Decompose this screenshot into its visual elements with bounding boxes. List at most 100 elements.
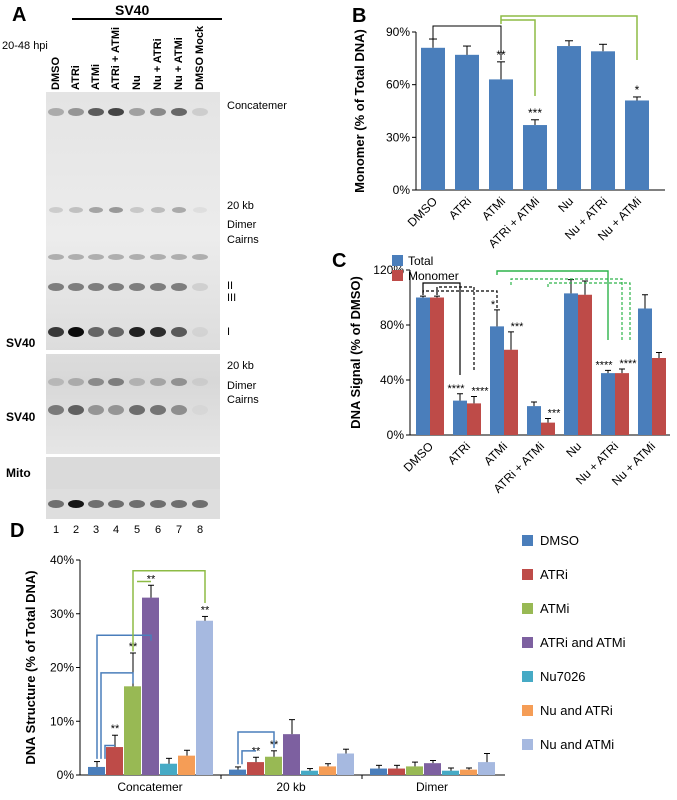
y-axis-label: DNA Signal (% of DMSO) xyxy=(348,276,363,429)
y-axis-label: Monomer (% of Total DNA) xyxy=(352,29,367,193)
bar xyxy=(247,762,264,775)
bar xyxy=(467,403,481,435)
x-tick-label: ATMi xyxy=(479,194,508,223)
mito-band xyxy=(129,500,145,508)
mito-band xyxy=(192,500,208,508)
mid-cairns-band xyxy=(192,405,208,415)
lane-label: DMSO Mock xyxy=(194,25,206,90)
bar xyxy=(489,79,513,190)
significance-label: *** xyxy=(511,321,525,333)
kb20-band xyxy=(109,207,123,213)
concatemer-band xyxy=(192,108,208,116)
legend-swatch xyxy=(392,255,403,266)
kb20-band xyxy=(193,207,207,213)
bar xyxy=(490,326,504,435)
mid-cairns-band xyxy=(88,405,104,415)
legend-label: ATRi xyxy=(540,567,568,582)
form-ii-band xyxy=(150,283,166,291)
significance-label: * xyxy=(491,299,496,311)
gel-mito-bands xyxy=(48,500,208,508)
mito-band xyxy=(68,500,84,508)
bar xyxy=(160,763,177,775)
significance-label: ** xyxy=(111,723,120,735)
significance-label: ** xyxy=(252,745,261,757)
bar xyxy=(142,597,159,775)
x-tick-label: DMSO xyxy=(405,194,440,229)
kb20-band xyxy=(172,207,186,213)
panel-b-letter: B xyxy=(352,5,366,27)
bar xyxy=(453,400,467,435)
bar xyxy=(229,769,246,775)
mid-20kb-band xyxy=(171,378,187,386)
y-tick-label: 20% xyxy=(50,661,74,675)
mid-cairns-band xyxy=(171,405,187,415)
bar xyxy=(430,297,444,435)
comparison-bracket xyxy=(104,744,115,759)
bar xyxy=(601,373,615,435)
y-tick-label: 0% xyxy=(387,428,405,442)
form-i-band xyxy=(129,327,145,337)
bar xyxy=(615,373,629,435)
gel-mito xyxy=(46,489,220,519)
y-tick-label: 30% xyxy=(386,130,410,144)
cairns-band xyxy=(150,254,166,260)
x-tick-label: Nu xyxy=(555,194,576,215)
concatemer-band xyxy=(171,108,187,116)
y-tick-label: 60% xyxy=(386,78,410,92)
legend-swatch xyxy=(522,637,533,648)
form-ii-band xyxy=(108,283,124,291)
form-ii-band xyxy=(192,283,208,291)
bar xyxy=(265,756,282,775)
significance-label: ** xyxy=(201,604,210,616)
form-i-band xyxy=(171,327,187,337)
bar xyxy=(541,422,555,435)
lane-label: ATRi xyxy=(70,65,82,90)
concatemer-band xyxy=(68,108,84,116)
band-label-cairns: Cairns xyxy=(227,234,259,246)
y-axis-label: DNA Structure (% of Total DNA) xyxy=(23,570,38,764)
cairns-band xyxy=(88,254,104,260)
band-label-mid-cairns: Cairns xyxy=(227,394,259,406)
bar xyxy=(370,768,387,775)
bar xyxy=(178,755,195,775)
lane-label: Nu + ATMi xyxy=(173,37,185,90)
concatemer-band xyxy=(88,108,104,116)
row-label-sv40-top: SV40 xyxy=(6,336,36,350)
bar xyxy=(88,766,105,775)
bar xyxy=(301,770,318,775)
bar xyxy=(527,406,541,435)
mid-20kb-band xyxy=(68,378,84,386)
bar xyxy=(460,769,477,775)
band-label-ii: II xyxy=(227,280,234,292)
cairns-band xyxy=(192,254,208,260)
y-tick-label: 90% xyxy=(386,25,410,39)
legend-swatch xyxy=(522,705,533,716)
mid-20kb-band xyxy=(192,378,208,386)
lane-number: 4 xyxy=(113,524,120,536)
chart-c: C 0%40%80%120%DNA Signal (% of DMSO)Tota… xyxy=(332,250,670,496)
comparison-bracket xyxy=(96,634,152,759)
mid-cairns-band xyxy=(129,405,145,415)
lane-number: 7 xyxy=(176,524,183,536)
concatemer-band xyxy=(129,108,145,116)
y-tick-label: 30% xyxy=(50,607,74,621)
y-tick-label: 10% xyxy=(50,714,74,728)
y-tick-label: 80% xyxy=(380,318,404,332)
lane-number: 8 xyxy=(197,524,204,536)
significance-label: * xyxy=(635,83,640,97)
concatemer-band xyxy=(108,108,124,116)
legend-label: DMSO xyxy=(540,533,579,548)
row-label-sv40-mid: SV40 xyxy=(6,410,36,424)
legend-swatch xyxy=(392,270,403,281)
chart-d: D 0% 10% 20% 30% 40% DNA Structure (% of Tota… xyxy=(10,520,626,794)
comparison-bracket xyxy=(436,286,475,370)
mid-20kb-band xyxy=(48,378,64,386)
bar xyxy=(523,125,547,190)
bar xyxy=(638,308,652,435)
lane-label: Nu + ATRi xyxy=(152,38,164,90)
lane-label: ATRi + ATMi xyxy=(110,26,122,90)
bar xyxy=(591,51,615,190)
sv40-header-line xyxy=(72,18,222,20)
significance-label: **** xyxy=(471,386,489,398)
comparison-bracket xyxy=(510,278,623,340)
